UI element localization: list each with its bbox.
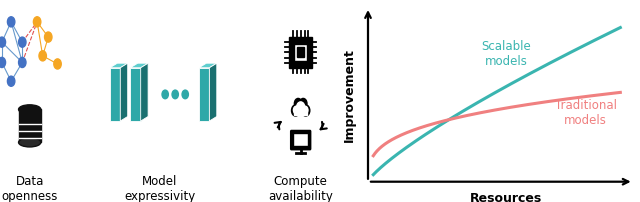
Polygon shape [199, 68, 209, 121]
Circle shape [19, 58, 26, 68]
FancyBboxPatch shape [297, 48, 305, 58]
Circle shape [301, 105, 310, 117]
Polygon shape [199, 64, 217, 68]
Circle shape [45, 33, 52, 43]
Circle shape [172, 91, 179, 99]
Circle shape [8, 18, 15, 28]
Text: Resources: Resources [470, 191, 542, 202]
Circle shape [0, 58, 6, 68]
Circle shape [8, 77, 15, 87]
Circle shape [302, 107, 308, 114]
Circle shape [19, 38, 26, 48]
Circle shape [182, 91, 188, 99]
Text: Improvement: Improvement [343, 48, 356, 142]
Circle shape [162, 91, 168, 99]
Bar [19, 110, 41, 143]
FancyBboxPatch shape [293, 133, 308, 146]
Text: Data
openness: Data openness [1, 174, 58, 202]
Text: Scalable
models: Scalable models [481, 39, 531, 67]
Circle shape [294, 99, 302, 109]
FancyBboxPatch shape [289, 37, 312, 69]
Text: Compute
availability: Compute availability [268, 174, 333, 202]
Circle shape [292, 105, 300, 117]
Polygon shape [131, 64, 148, 68]
Polygon shape [209, 64, 217, 121]
Circle shape [296, 102, 305, 114]
Circle shape [295, 100, 307, 116]
Circle shape [300, 99, 307, 109]
Ellipse shape [19, 105, 41, 114]
Polygon shape [110, 68, 120, 121]
Bar [294, 109, 307, 115]
Text: Traditional
models: Traditional models [555, 98, 617, 126]
Circle shape [293, 107, 299, 114]
FancyBboxPatch shape [291, 131, 310, 150]
Polygon shape [110, 64, 128, 68]
Polygon shape [120, 64, 128, 121]
Polygon shape [141, 64, 148, 121]
Circle shape [0, 38, 6, 48]
FancyBboxPatch shape [294, 44, 307, 62]
Text: Model
expressivity: Model expressivity [124, 174, 195, 202]
Polygon shape [131, 68, 141, 121]
Circle shape [39, 52, 46, 62]
Circle shape [54, 60, 61, 70]
Ellipse shape [19, 138, 41, 147]
Circle shape [33, 18, 41, 28]
